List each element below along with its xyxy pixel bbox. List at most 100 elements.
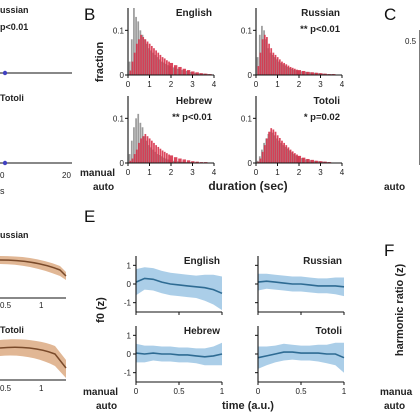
panel-e-hebrew-ytick-label: -1 <box>124 369 132 378</box>
panel-a-russian-pvalue: p<0.01 <box>0 22 28 32</box>
panel-e-totoli-title: Totoli <box>316 326 343 337</box>
panel-b-totoli-auto-bar <box>294 153 296 163</box>
panel-e-hebrew-xtick-label: 1 <box>220 387 225 396</box>
panel-b-russian-auto-bar <box>257 66 260 75</box>
panel-e-english-band <box>136 267 222 311</box>
panel-b-russian-auto-bar <box>259 52 262 75</box>
panel-b-hebrew-auto-bar <box>146 136 149 163</box>
panel-b-totoli-auto-bar <box>323 161 327 163</box>
panel-e-totoli-band <box>258 342 344 373</box>
panel-b-totoli-auto-bar <box>268 131 270 163</box>
panel-e-hebrew-ytick-label: 0 <box>127 350 132 359</box>
panel-b-english-auto-bar <box>140 34 142 75</box>
panel-b-english-auto-bar <box>138 39 140 75</box>
panel-b-ylabel: fraction <box>94 42 106 83</box>
panel-b-english-auto-bar <box>186 70 191 75</box>
panel-b-hebrew-auto-bar <box>169 155 174 163</box>
panel-a-russian-dot <box>2 70 8 76</box>
panel-e-english-ytick-label: 0 <box>127 280 132 289</box>
panel-b-english-xtick-label: 4 <box>212 80 217 89</box>
panel-b-hebrew-auto-bar <box>155 145 157 163</box>
panel-b-russian-auto-bar <box>268 43 270 75</box>
panel-b-totoli-auto-bar <box>306 158 310 163</box>
panel-b-english-auto-bar <box>153 48 155 75</box>
panel-b-totoli-ytick-label: 0.1 <box>241 114 253 123</box>
panel-b-totoli-auto-bar <box>314 160 319 163</box>
panel-b-hebrew-auto-bar <box>138 142 140 163</box>
panel-b-english-auto-bar <box>148 43 151 75</box>
panel-b-hebrew-manual-bar <box>135 118 137 163</box>
panel-a-totoli-title: Totoli <box>0 93 24 103</box>
panel-b-english-auto-bar <box>129 70 132 75</box>
panel-b-russian-auto-bar <box>274 54 277 75</box>
panel-e-hebrew-ytick-label: 1 <box>127 331 132 340</box>
panel-b-russian: 0 1 2 3 4 0 0.1 Russian ** p<0.01 <box>241 8 345 89</box>
panel-f-legend-manual: manua <box>380 387 413 398</box>
panel-b-russian-manual-bar <box>256 57 259 75</box>
panel-e-hebrew-mean-line <box>135 352 223 358</box>
panel-e-english: -1 0 1 English <box>124 256 223 315</box>
panel-b-english-auto-bar <box>182 68 186 75</box>
panel-d-totoli-band <box>0 339 66 378</box>
panel-b-hebrew-ytick-label: 0.1 <box>113 114 125 123</box>
panel-b-russian-auto-bar <box>319 73 323 75</box>
panel-b-hebrew-auto-bar <box>131 158 134 163</box>
panel-b-russian-pvalue: ** p<0.01 <box>300 24 341 35</box>
panel-b-totoli-auto-bar <box>297 155 302 163</box>
panel-b-hebrew-auto-bar <box>150 140 153 163</box>
panel-b-russian-xtick-label: 4 <box>340 80 345 89</box>
panel-b-english-auto-bar <box>155 50 157 75</box>
panel-a-xtick-0: 0 <box>0 171 5 180</box>
panel-b-english-xtick-label: 1 <box>147 80 152 89</box>
panel-b-hebrew-auto-bar <box>157 146 160 163</box>
panel-b-english-auto-bar <box>166 60 168 75</box>
panel-e-hebrew-xtick-label: 0.5 <box>173 387 185 396</box>
panel-e-english-ytick-label: 1 <box>127 261 132 270</box>
panel-b-english-auto-bar <box>159 54 162 75</box>
panel-b-english-auto-bar <box>150 45 153 75</box>
panel-b-russian-xtick-label: 2 <box>297 80 302 89</box>
panel-b-legend-auto: auto <box>93 182 114 193</box>
panel-b-legend-manual: manual <box>80 168 115 179</box>
panel-e-totoli-xtick-label: 1 <box>342 387 347 396</box>
panel-b-english-auto-bar <box>173 65 178 75</box>
panel-e-totoli: 0 0.5 1 Totoli <box>255 326 347 396</box>
panel-b-english-auto-bar <box>146 41 149 75</box>
panel-d-totoli-line <box>0 346 67 369</box>
panel-b-russian-auto-bar <box>287 65 290 75</box>
panel-b-hebrew-auto-bar <box>161 150 164 163</box>
panel-d-totoli-xtick-0-5: 0.5 <box>0 384 12 393</box>
panel-e-totoli-xtick-label: 0.5 <box>295 387 307 396</box>
panel-e-legend-auto: auto <box>96 401 117 412</box>
panel-d-russian-band <box>0 256 66 280</box>
panel-b-totoli-auto-bar <box>263 145 266 163</box>
panel-b-russian-xtick-label: 0 <box>254 80 259 89</box>
panel-b-hebrew-manual-bar <box>130 140 133 163</box>
panel-b-totoli-auto-bar <box>283 142 285 163</box>
panel-b-hebrew-auto-bar <box>173 157 178 163</box>
panel-b-hebrew-pvalue: ** p<0.01 <box>172 112 213 123</box>
panel-a-totoli-dot <box>2 160 8 166</box>
panel-b-english-auto-bar <box>168 61 170 75</box>
panel-b-hebrew-manual-bar <box>137 113 140 163</box>
panel-b-english-xtick-label: 3 <box>190 80 195 89</box>
panel-b-russian-auto-bar <box>323 73 327 75</box>
panel-b-totoli-auto-bar <box>272 129 275 163</box>
panel-b-xlabel: duration (sec) <box>208 179 287 193</box>
panel-b-hebrew-auto-bar <box>168 154 170 163</box>
panel-b-english-ytick-label: 0 <box>120 71 125 80</box>
panel-b-totoli-auto-bar <box>291 151 294 163</box>
panel-b-russian-auto-bar <box>285 64 288 75</box>
panel-b-totoli-xtick-label: 4 <box>340 168 345 177</box>
panel-b-english-auto-bar <box>131 61 134 75</box>
panel-b-hebrew-xtick-label: 1 <box>147 168 152 177</box>
panel-b-russian-auto-bar <box>263 34 266 75</box>
panel-d-russian-xtick-1: 1 <box>39 301 44 310</box>
panel-b-russian-xtick-label: 3 <box>318 80 323 89</box>
panel-letter-e: E <box>84 207 95 226</box>
panel-b-russian-ytick-label: 0.1 <box>241 26 253 35</box>
panel-e-english-mean-line <box>135 277 223 295</box>
panel-b-hebrew-auto-bar <box>133 154 136 163</box>
panel-b-totoli-auto-bar <box>281 140 283 163</box>
panel-b-totoli-auto-bar <box>301 157 306 163</box>
